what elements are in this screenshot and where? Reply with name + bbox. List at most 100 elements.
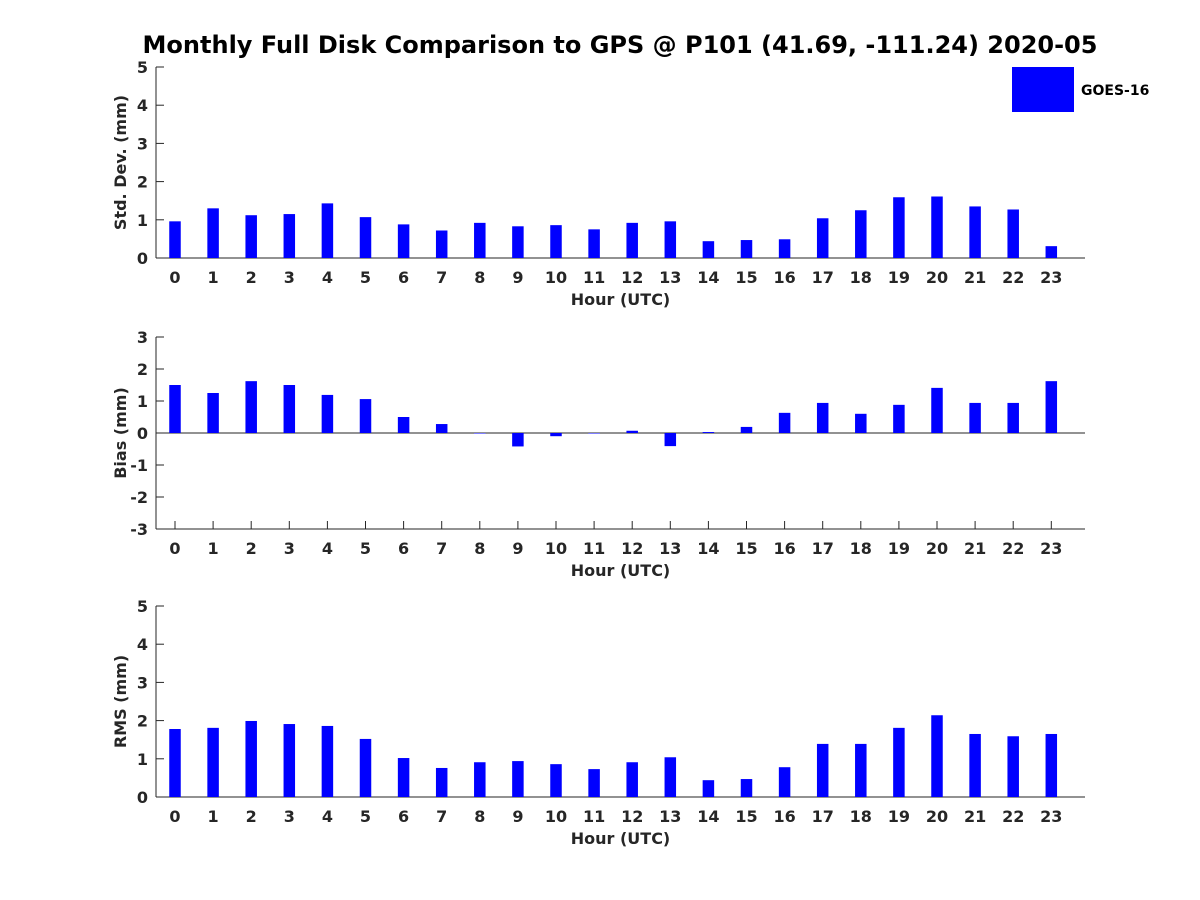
bias-bar-hour-5 — [359, 399, 372, 433]
std-dev-x-tick-label: 17 — [812, 268, 834, 287]
rms-x-tick-label: 7 — [436, 807, 447, 826]
bias-x-tick-label: 18 — [850, 539, 872, 558]
bias-bar-hour-23 — [1045, 381, 1058, 433]
rms-bar-hour-1 — [207, 727, 219, 797]
rms-x-tick-label: 10 — [545, 807, 567, 826]
rms-x-tick-label: 4 — [322, 807, 333, 826]
bias-bar-hour-12 — [626, 430, 638, 433]
rms-y-tick-label: 5 — [137, 597, 148, 616]
rms-bar-hour-19 — [893, 727, 905, 797]
std-dev-bar-hour-14 — [702, 241, 715, 258]
bias-x-tick-label: 7 — [436, 539, 447, 558]
bias-y-tick-label: -3 — [130, 520, 148, 539]
rms-x-tick-label: 16 — [773, 807, 795, 826]
bias-x-tick-label: 22 — [1002, 539, 1024, 558]
std-dev-x-tick-label: 5 — [360, 268, 371, 287]
bias-bar-hour-22 — [1007, 402, 1019, 433]
rms-bar-hour-6 — [397, 758, 410, 797]
rms-bar-hour-8 — [474, 762, 486, 797]
std-dev-x-tick-label: 12 — [621, 268, 643, 287]
std-dev-bar-hour-19 — [893, 197, 905, 258]
rms-x-tick-label: 6 — [398, 807, 409, 826]
bias-bar-hour-18 — [855, 413, 867, 433]
std-dev-x-tick-label: 0 — [169, 268, 180, 287]
rms-bar-hour-22 — [1007, 736, 1019, 797]
std-dev-x-axis-label: Hour (UTC) — [571, 290, 671, 309]
std-dev-bar-hour-0 — [169, 221, 181, 258]
rms-x-tick-label: 22 — [1002, 807, 1024, 826]
rms-x-tick-label: 21 — [964, 807, 986, 826]
bias-x-tick-label: 23 — [1040, 539, 1062, 558]
bias-bar-hour-6 — [397, 417, 410, 433]
bias-x-tick-label: 4 — [322, 539, 333, 558]
rms-x-tick-label: 23 — [1040, 807, 1062, 826]
bias-x-tick-label: 20 — [926, 539, 948, 558]
rms-bar-hour-16 — [778, 767, 791, 797]
bias-bar-hour-15 — [740, 426, 753, 433]
bias-x-tick-label: 3 — [284, 539, 295, 558]
std-dev-x-tick-label: 3 — [284, 268, 295, 287]
std-dev-bar-hour-17 — [816, 218, 829, 258]
rms-bar-hour-11 — [588, 769, 600, 797]
std-dev-x-tick-label: 21 — [964, 268, 986, 287]
rms-bar-hour-15 — [740, 779, 753, 797]
std-dev-y-tick-label: 3 — [137, 134, 148, 153]
std-dev-bar-hour-7 — [435, 230, 448, 258]
rms-bar-hour-0 — [169, 729, 181, 797]
rms-x-tick-label: 19 — [888, 807, 910, 826]
bias-bar-hour-0 — [169, 385, 181, 433]
bias-bar-hour-13 — [664, 433, 677, 447]
std-dev-bar-hour-21 — [969, 206, 981, 258]
rms-y-tick-label: 1 — [137, 750, 148, 769]
std-dev-bar-hour-9 — [512, 226, 524, 258]
bias-x-tick-label: 17 — [812, 539, 834, 558]
std-dev-bar-hour-8 — [474, 222, 486, 258]
std-dev-bar-hour-11 — [588, 229, 600, 258]
rms-bar-hour-3 — [283, 724, 296, 797]
bias-x-tick-label: 12 — [621, 539, 643, 558]
rms-x-tick-label: 1 — [208, 807, 219, 826]
std-dev-x-tick-label: 6 — [398, 268, 409, 287]
bias-x-tick-label: 6 — [398, 539, 409, 558]
bias-x-tick-label: 8 — [474, 539, 485, 558]
std-dev-bar-hour-3 — [283, 214, 296, 258]
rms-bar-hour-9 — [512, 761, 524, 797]
bias-bar-hour-8 — [474, 433, 486, 434]
rms-x-tick-label: 15 — [735, 807, 757, 826]
rms-bar-hour-7 — [435, 767, 448, 797]
rms-x-tick-label: 11 — [583, 807, 605, 826]
std-dev-y-tick-label: 0 — [137, 249, 148, 268]
bias-y-axis-label: Bias (mm) — [111, 387, 130, 479]
rms-bar-hour-2 — [245, 720, 257, 797]
bias-y-tick-label: 0 — [137, 424, 148, 443]
rms-y-tick-label: 0 — [137, 788, 148, 807]
std-dev-x-tick-label: 22 — [1002, 268, 1024, 287]
bias-bar-hour-7 — [435, 424, 448, 433]
std-dev-bar-hour-6 — [397, 224, 410, 258]
bias-bar-hour-10 — [550, 433, 562, 437]
rms-bar-hour-20 — [931, 715, 943, 797]
bias-x-tick-label: 21 — [964, 539, 986, 558]
rms-bar-hour-5 — [359, 738, 372, 797]
rms-bar-hour-17 — [816, 743, 829, 797]
rms-x-tick-label: 14 — [697, 807, 719, 826]
rms-bar-hour-10 — [550, 764, 562, 797]
bias-bar-hour-1 — [207, 393, 219, 433]
legend-label: GOES-16 — [1081, 83, 1149, 99]
std-dev-x-tick-label: 9 — [512, 268, 523, 287]
bias-x-tick-label: 10 — [545, 539, 567, 558]
std-dev-x-tick-label: 14 — [697, 268, 719, 287]
std-dev-x-tick-label: 1 — [208, 268, 219, 287]
rms-x-axis-label: Hour (UTC) — [571, 829, 671, 848]
std-dev-x-tick-label: 2 — [246, 268, 257, 287]
bias-y-tick-label: -2 — [130, 488, 148, 507]
bias-bar-hour-11 — [588, 433, 600, 434]
rms-y-tick-label: 3 — [137, 673, 148, 692]
legend-swatch — [1012, 67, 1074, 112]
std-dev-bar-hour-20 — [931, 196, 943, 258]
bias-bar-hour-3 — [283, 385, 296, 433]
bias-bar-hour-17 — [816, 402, 829, 433]
